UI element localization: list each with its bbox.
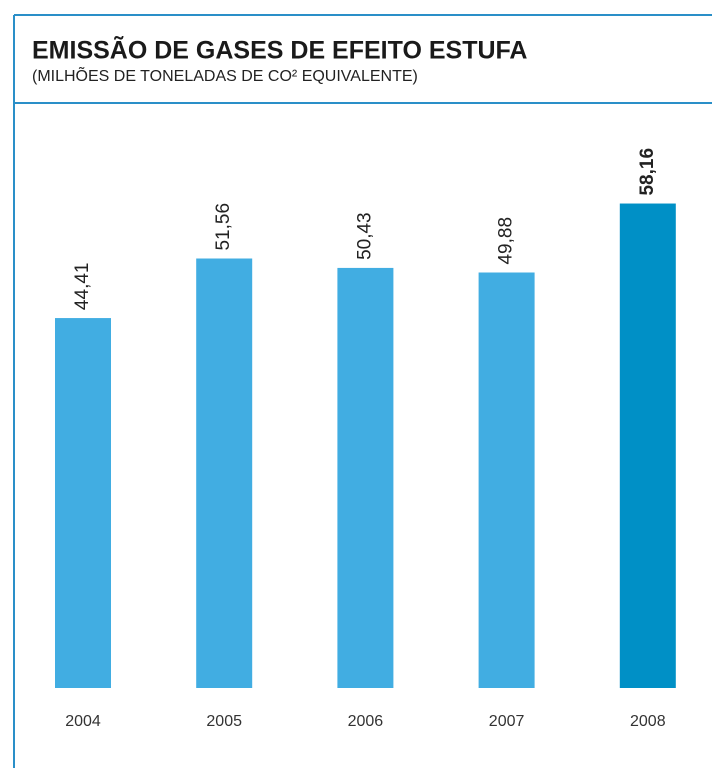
value-label: 51,56 — [213, 203, 234, 251]
bar — [337, 267, 394, 688]
bar — [196, 258, 253, 688]
value-label: 58,16 — [637, 148, 658, 196]
bar — [55, 318, 111, 688]
x-tick-label: 2006 — [348, 713, 384, 730]
bar — [478, 272, 535, 688]
bar — [619, 203, 676, 688]
value-label: 50,43 — [354, 212, 375, 260]
chart-title: EMISSÃO DE GASES DE EFEITO ESTUFA — [32, 35, 527, 65]
value-label: 44,41 — [72, 263, 93, 311]
x-tick-label: 2004 — [65, 713, 101, 730]
x-tick-label: 2008 — [630, 713, 666, 730]
chart-subtitle: (MILHÕES DE TONELADAS DE CO² EQUIVALENTE… — [32, 65, 418, 85]
x-tick-label: 2005 — [206, 713, 242, 730]
x-tick-label: 2007 — [489, 713, 525, 730]
value-label: 49,88 — [496, 217, 517, 265]
